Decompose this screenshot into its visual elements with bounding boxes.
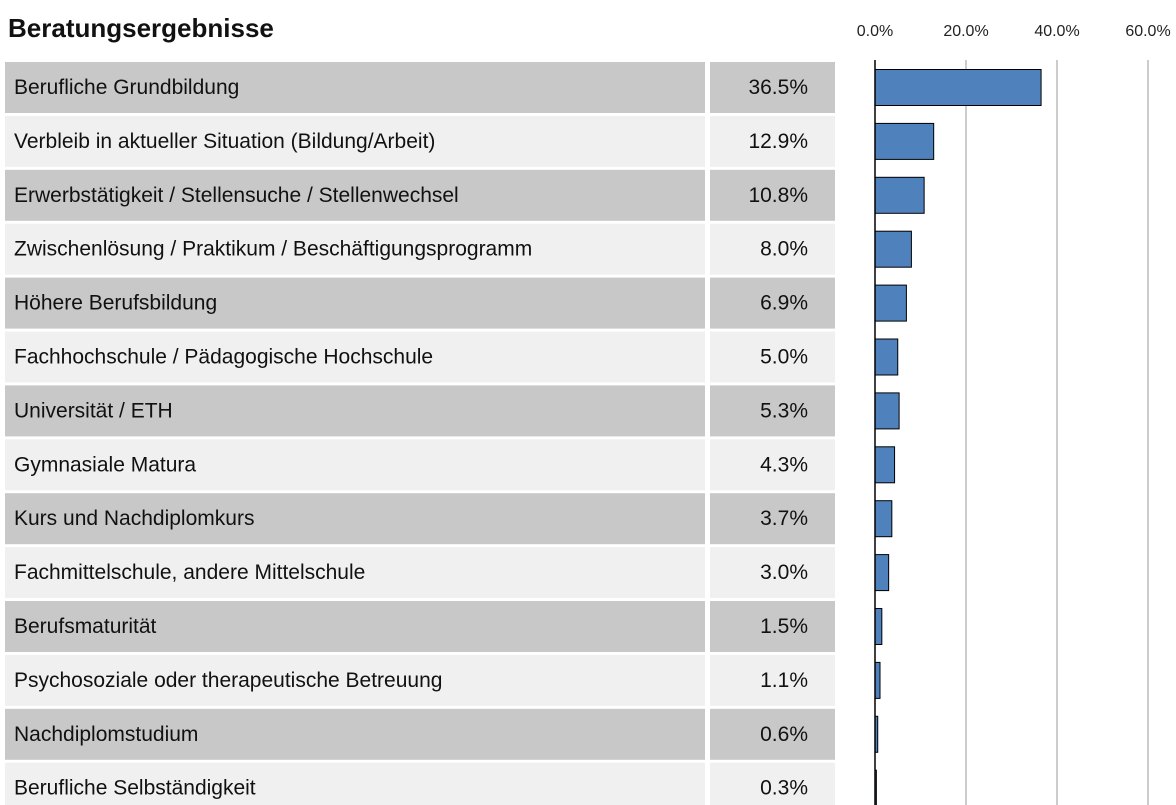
row-label-cell [5, 277, 705, 329]
value-label: 5.3% [760, 399, 808, 422]
category-label: Nachdiplomstudium [14, 723, 198, 746]
value-label: 6.9% [760, 292, 808, 315]
value-label: 5.0% [760, 346, 808, 369]
value-label: 1.5% [760, 615, 808, 638]
row-value-cell [710, 708, 835, 760]
row-value-cell [710, 223, 835, 275]
row-value-cell [710, 654, 835, 706]
category-label: Gymnasiale Matura [14, 453, 196, 476]
x-tick-label: 20.0% [943, 23, 988, 40]
row-value-cell [710, 493, 835, 545]
row-value-cell [710, 62, 835, 113]
value-label: 1.1% [760, 669, 808, 692]
category-label: Universität / ETH [14, 399, 173, 422]
bar [874, 608, 883, 645]
row-value-cell [710, 331, 835, 383]
row-label-cell [5, 708, 705, 760]
row-label-cell [5, 385, 705, 437]
category-label: Psychosoziale oder therapeutische Betreu… [14, 669, 442, 692]
value-label: 3.7% [760, 507, 808, 530]
value-label: 10.8% [748, 184, 808, 207]
category-label: Verbleib in aktueller Situation (Bildung… [14, 130, 435, 153]
row-label-cell [5, 169, 705, 221]
category-label: Fachmittelschule, andere Mittelschule [14, 561, 365, 584]
x-tick-label: 0.0% [857, 23, 893, 40]
x-tick-label: 40.0% [1034, 23, 1079, 40]
row-label-cell [5, 601, 705, 652]
row-label-cell [5, 439, 705, 491]
bar [874, 122, 935, 160]
value-label: 12.9% [748, 130, 808, 153]
bar [874, 500, 893, 538]
row-label-cell [5, 223, 705, 275]
bar [874, 446, 896, 484]
bar [874, 284, 907, 322]
row-label-cell [5, 493, 705, 545]
row-value-cell [710, 115, 835, 167]
category-label: Zwischenlösung / Praktikum / Beschäftigu… [14, 238, 532, 261]
row-value-cell [710, 547, 835, 599]
row-value-cell [710, 277, 835, 329]
row-value-cell [710, 169, 835, 221]
row-label-cell [5, 762, 705, 805]
value-label: 3.0% [760, 561, 808, 584]
category-label: Berufliche Selbständigkeit [14, 777, 256, 800]
category-label: Fachhochschule / Pädagogische Hochschule [14, 346, 433, 369]
category-label: Berufsmaturität [14, 615, 157, 638]
bar [874, 554, 890, 592]
bar [874, 230, 912, 268]
bar [874, 69, 1042, 106]
row-value-cell [710, 439, 835, 491]
row-value-cell [710, 385, 835, 437]
row-label-cell [5, 654, 705, 706]
category-label: Kurs und Nachdiplomkurs [14, 507, 254, 530]
category-label: Berufliche Grundbildung [14, 76, 239, 99]
category-label: Höhere Berufsbildung [14, 292, 217, 315]
x-tick-label: 60.0% [1125, 23, 1170, 40]
value-label: 0.3% [760, 777, 808, 800]
row-value-cell [710, 762, 835, 805]
value-label: 36.5% [748, 76, 808, 99]
row-label-cell [5, 62, 705, 113]
bar [874, 661, 881, 699]
bar [874, 176, 925, 214]
row-label-cell [5, 331, 705, 383]
bar [874, 392, 900, 430]
category-label: Erwerbstätigkeit / Stellensuche / Stelle… [14, 184, 459, 207]
value-label: 8.0% [760, 238, 808, 261]
row-label-cell [5, 547, 705, 599]
row-label-cell [5, 115, 705, 167]
chart-title: Beratungsergebnisse [8, 13, 274, 43]
value-label: 0.6% [760, 723, 808, 746]
value-label: 4.3% [760, 453, 808, 476]
row-value-cell [710, 601, 835, 652]
bar [874, 338, 899, 376]
